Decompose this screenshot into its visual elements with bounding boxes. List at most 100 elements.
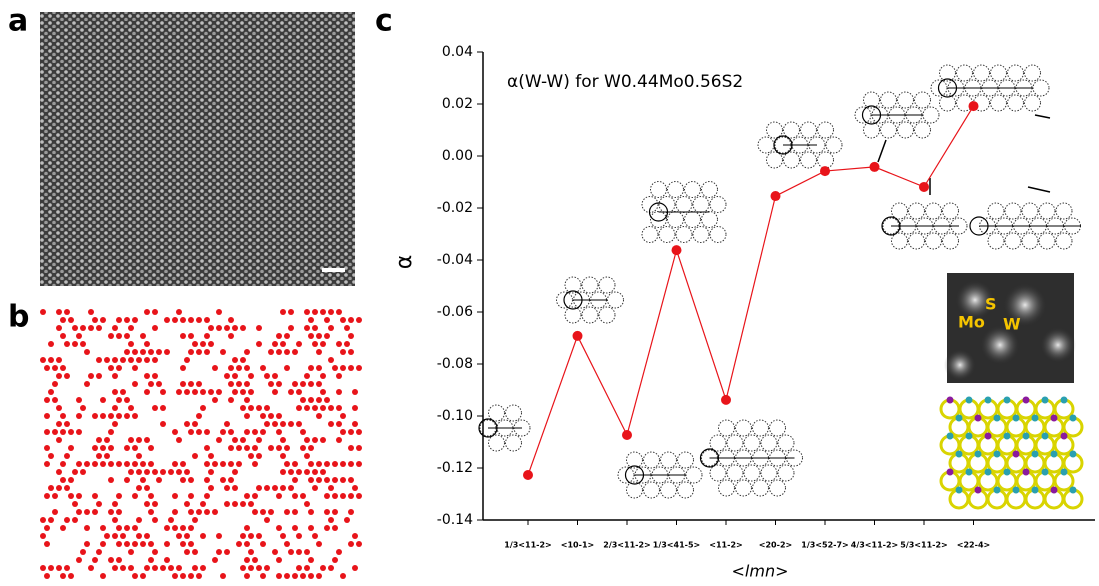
atom-dot bbox=[108, 557, 114, 563]
atom-dot bbox=[296, 405, 302, 411]
atom-dot bbox=[316, 541, 322, 547]
atom-dot bbox=[80, 325, 86, 331]
atom-dot bbox=[168, 517, 174, 523]
pointer-arrow bbox=[1027, 186, 1051, 193]
atom-dot bbox=[128, 469, 134, 475]
y-tick-label: -0.06 bbox=[437, 304, 473, 320]
atom-dot bbox=[84, 525, 90, 531]
atom bbox=[1041, 468, 1049, 476]
cluster-atom bbox=[735, 419, 752, 437]
atom-dot bbox=[132, 525, 138, 531]
atom bbox=[946, 396, 954, 404]
atom-dot bbox=[40, 357, 46, 363]
x-tick-label: <11-2> bbox=[709, 541, 742, 550]
cluster-atom bbox=[766, 151, 783, 169]
atom-dot bbox=[204, 333, 210, 339]
atom-dot bbox=[236, 445, 242, 451]
cluster-atom bbox=[677, 451, 694, 469]
atom-dot bbox=[124, 477, 130, 483]
atom-dot bbox=[200, 389, 206, 395]
cluster-atom bbox=[990, 64, 1007, 82]
atom-dot bbox=[344, 517, 350, 523]
atom-dot bbox=[352, 485, 358, 491]
atom-dot bbox=[64, 565, 70, 571]
atom-dot bbox=[288, 485, 294, 491]
atom bbox=[1050, 450, 1058, 458]
atom-dot bbox=[124, 541, 130, 547]
atom-dot bbox=[156, 381, 162, 387]
atom-dot bbox=[144, 309, 150, 315]
atom-dot bbox=[140, 573, 146, 579]
atom-dot bbox=[224, 549, 230, 555]
atom-dot bbox=[40, 517, 46, 523]
atom-dot bbox=[312, 309, 318, 315]
atom-dot bbox=[116, 413, 122, 419]
cluster-atom bbox=[701, 181, 718, 198]
atom-dot bbox=[148, 509, 154, 515]
atom-dot bbox=[272, 389, 278, 395]
atom-dot bbox=[92, 413, 98, 419]
atom-dot bbox=[200, 565, 206, 571]
atom-dot bbox=[116, 525, 122, 531]
cluster-atom bbox=[581, 306, 599, 324]
cluster-atom bbox=[692, 226, 710, 243]
atom-dot bbox=[128, 565, 134, 571]
cluster-atom bbox=[1024, 64, 1041, 82]
cluster-atom bbox=[880, 91, 897, 109]
cluster-atom bbox=[800, 121, 817, 139]
atom-dot bbox=[240, 357, 246, 363]
cluster-atom bbox=[925, 232, 942, 250]
atom-dot bbox=[296, 421, 302, 427]
atom-dot bbox=[68, 317, 74, 323]
atom-dot bbox=[76, 413, 82, 419]
atom bbox=[974, 450, 982, 458]
data-point bbox=[919, 181, 929, 192]
atom-dot bbox=[104, 437, 110, 443]
atom-dot bbox=[356, 445, 362, 451]
atom-dot bbox=[164, 541, 170, 547]
atom-dot bbox=[332, 493, 338, 499]
atom bbox=[974, 414, 982, 422]
atom-dot bbox=[108, 445, 114, 451]
atom-dot bbox=[232, 469, 238, 475]
atom bbox=[965, 468, 973, 476]
atom-dot bbox=[56, 437, 62, 443]
atom-dot bbox=[128, 341, 134, 347]
atom-dot bbox=[284, 445, 290, 451]
atom-dot bbox=[248, 453, 254, 459]
atom-dot bbox=[92, 509, 98, 515]
atom-dot bbox=[240, 501, 246, 507]
atom-dot bbox=[188, 333, 194, 339]
atom-dot bbox=[176, 565, 182, 571]
x-axis-label: <lmn> bbox=[732, 562, 789, 581]
atom-dot bbox=[164, 557, 170, 563]
atom-dot bbox=[104, 453, 110, 459]
atom-dot bbox=[132, 541, 138, 547]
atom-dot bbox=[256, 453, 262, 459]
atom-dot bbox=[180, 461, 186, 467]
atom-dot bbox=[228, 397, 234, 403]
atom-dot bbox=[148, 349, 154, 355]
atom-dot bbox=[340, 461, 346, 467]
atom-dot bbox=[332, 365, 338, 371]
atom-dot bbox=[260, 509, 266, 515]
atom-dot bbox=[356, 541, 362, 547]
atom-dot bbox=[328, 357, 334, 363]
cluster-atom bbox=[598, 306, 616, 324]
atom bbox=[946, 432, 954, 440]
y-tick-label: -0.02 bbox=[437, 200, 473, 216]
atom-dot bbox=[108, 509, 114, 515]
atom-dot bbox=[44, 525, 50, 531]
cluster-atom bbox=[607, 291, 624, 309]
atom-dot bbox=[236, 365, 242, 371]
atom-dot bbox=[240, 325, 246, 331]
inset-structure bbox=[939, 395, 1084, 510]
cluster-atom bbox=[930, 79, 948, 97]
panel-label: c bbox=[375, 4, 393, 39]
y-tick-label: 0.02 bbox=[442, 96, 473, 112]
x-tick-label: 2/3<11-2> bbox=[603, 541, 650, 550]
atom-dot bbox=[160, 389, 166, 395]
atom-dot bbox=[128, 325, 134, 331]
atom-dot bbox=[152, 325, 158, 331]
atom-dot bbox=[244, 429, 250, 435]
